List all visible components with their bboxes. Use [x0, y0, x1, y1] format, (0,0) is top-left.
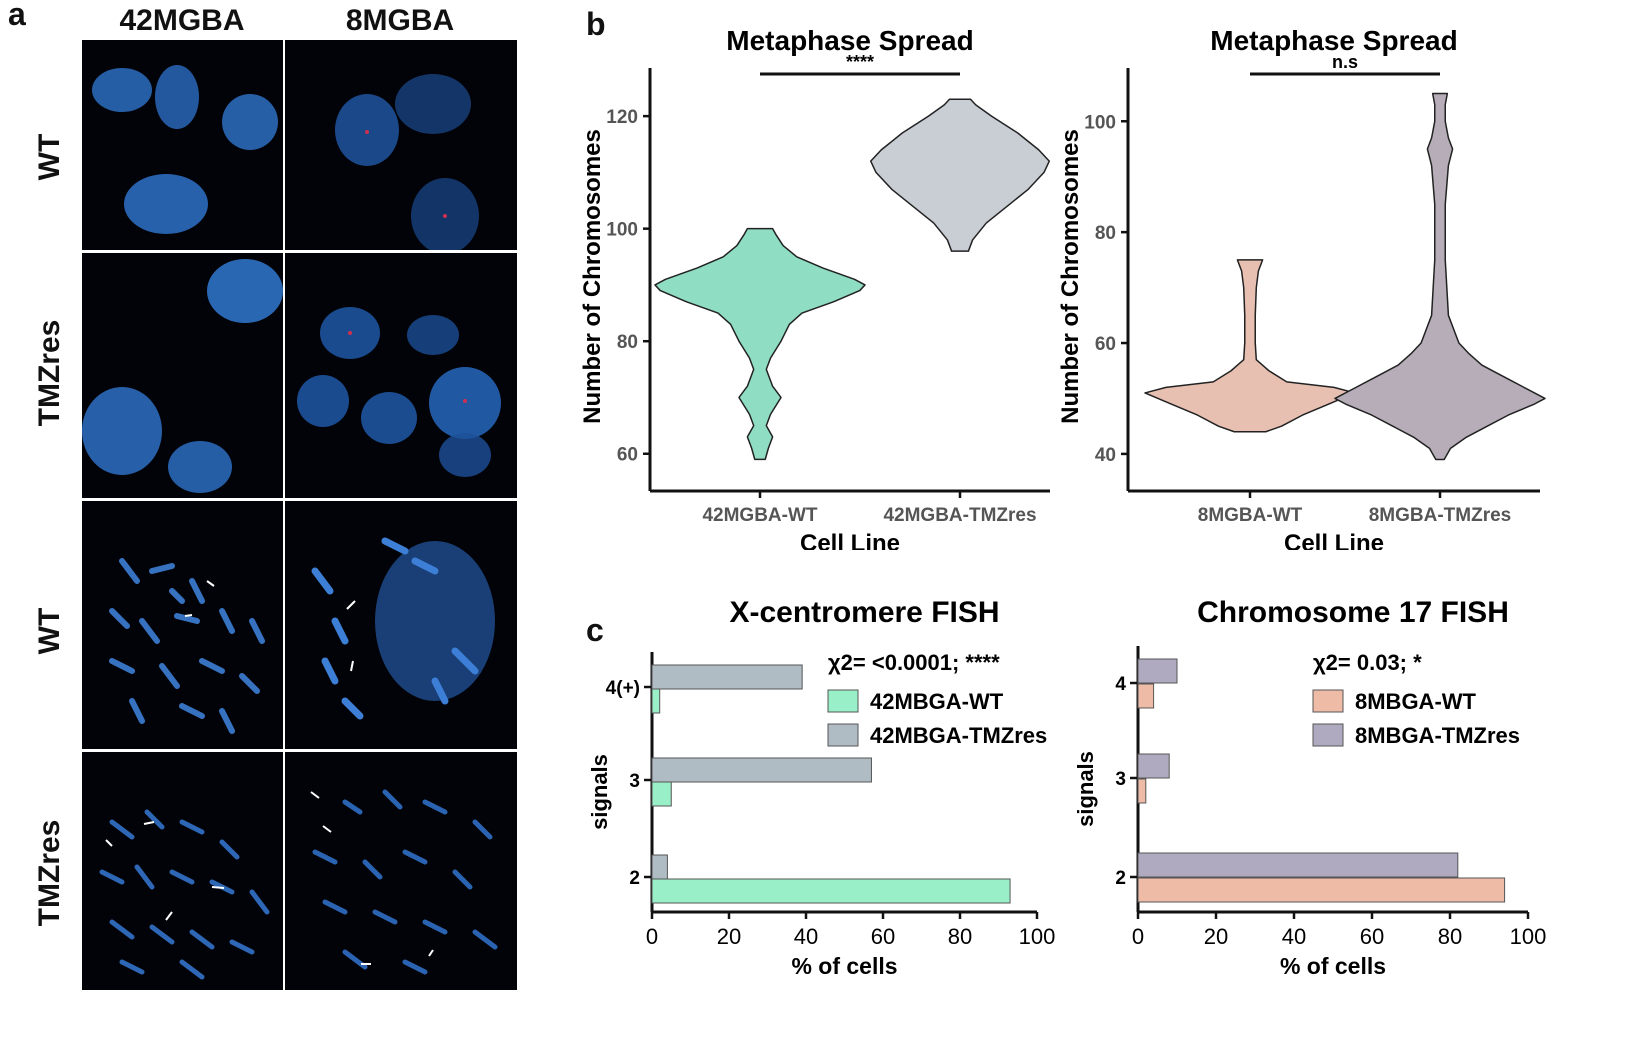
legend-label-42MBGA-TMZres: 42MBGA-TMZres — [870, 723, 1047, 748]
stat-annotation: χ2= 0.03; * — [1313, 650, 1422, 675]
row-header-wt-metaphase: WT — [33, 607, 66, 655]
x-tick-label: 42MGBA-WT — [702, 505, 817, 526]
violin-42MGBA-TMZres — [870, 98, 1050, 252]
y-tick-label: 120 — [606, 107, 638, 128]
legend-swatch-42MBGA-TMZres — [827, 723, 859, 747]
x-tick-label: 100 — [1510, 924, 1547, 949]
y-axis-label: Number of Chromosomes — [1057, 129, 1084, 424]
x-tick-label: 20 — [1204, 924, 1228, 949]
y-tick-label: 100 — [606, 220, 638, 241]
bar-8MBGA-TMZres-4 — [1137, 658, 1178, 684]
col-header-42mgba: 42MGBA — [119, 4, 245, 37]
violin-chart-8mgba: Metaphase Spread 40 60 80 100 8MGBA-WT 8MGBA-T… — [1057, 25, 1546, 550]
y-tick-label: 60 — [1095, 334, 1116, 355]
y-tick-label: 3 — [629, 771, 640, 792]
stat-annotation: χ2= <0.0001; **** — [828, 650, 1000, 675]
micrograph-8mgba-wt-metaphase — [285, 501, 517, 749]
legend-swatch-42MBGA-WT — [827, 689, 859, 713]
y-tick-label: 2 — [1115, 868, 1126, 889]
x-tick-label: 8MGBA-TMZres — [1369, 505, 1512, 526]
x-tick-label: 100 — [1019, 924, 1056, 949]
x-tick-label: 60 — [1360, 924, 1384, 949]
row-header-tmzres-nuclei: TMZres — [33, 319, 66, 427]
panel-b-letter: b — [586, 6, 606, 42]
legend-swatch-8MBGA-WT — [1312, 689, 1344, 713]
y-tick-label: 2 — [629, 868, 640, 889]
x-tick-label: 42MGBA-TMZres — [883, 505, 1036, 526]
y-axis-label: signals — [587, 754, 612, 830]
bar-42MBGA-TMZres-2 — [651, 854, 668, 880]
legend-swatch-8MBGA-TMZres — [1312, 723, 1344, 747]
bar-42MBGA-TMZres-3 — [651, 757, 872, 783]
legend-label-8MBGA-WT: 8MBGA-WT — [1355, 689, 1477, 714]
micrograph-8mgba-tmzres-nuclei — [285, 253, 517, 498]
x-tick-label: 0 — [1132, 924, 1144, 949]
x-axis-label: % of cells — [791, 953, 897, 979]
bar-42MBGA-WT-3 — [651, 781, 672, 807]
significance-label: n.s — [1332, 52, 1358, 72]
micrograph-42mgba-wt-nuclei — [82, 40, 283, 250]
x-axis-label: Cell Line — [800, 530, 900, 550]
row-header-wt-nuclei: WT — [33, 133, 66, 181]
x-tick-label: 40 — [794, 924, 818, 949]
col-header-8mgba: 8MGBA — [345, 4, 455, 37]
y-tick-label: 100 — [1084, 112, 1116, 133]
y-axis-label: signals — [1073, 751, 1098, 827]
y-tick-label: 80 — [1095, 223, 1116, 244]
x-tick-label: 0 — [646, 924, 658, 949]
bar-chart-chromosome-17: Chromosome 17 FISH 0 20 40 60 80 100 % of cells… — [1073, 596, 1547, 979]
bar-42MBGA-TMZres-4(+) — [651, 664, 803, 690]
x-axis-label: Cell Line — [1284, 530, 1384, 550]
legend-label-42MBGA-WT: 42MBGA-WT — [870, 689, 1004, 714]
bar-42MBGA-WT-4(+) — [651, 688, 661, 714]
micrograph-42mgba-tmzres-nuclei — [82, 253, 283, 498]
bar-8MBGA-TMZres-2 — [1137, 852, 1459, 878]
x-tick-label: 20 — [717, 924, 741, 949]
x-tick-label: 80 — [1438, 924, 1462, 949]
bar-8MBGA-WT-3 — [1137, 778, 1147, 804]
violin-chart-42mgba: Metaphase Spread 60 80 100 120 42MGBA-WT 42MGB… — [579, 25, 1050, 550]
y-tick-label: 4(+) — [606, 678, 640, 699]
y-tick-label: 3 — [1115, 769, 1126, 790]
y-tick-label: 60 — [617, 445, 638, 466]
bar-chart-x-centromere: X-centromere FISH 0 20 40 60 80 100 % of cells s… — [587, 596, 1056, 979]
x-tick-label: 80 — [948, 924, 972, 949]
y-tick-label: 4 — [1115, 674, 1126, 695]
x-tick-label: 60 — [871, 924, 895, 949]
micrograph-8mgba-wt-nuclei — [285, 40, 517, 250]
panel-c-letter: c — [586, 612, 604, 648]
chart-title: Metaphase Spread — [1210, 25, 1457, 56]
x-axis-label: % of cells — [1280, 953, 1386, 979]
violin-42MGBA-WT — [654, 227, 866, 461]
bar-8MBGA-TMZres-3 — [1137, 753, 1170, 779]
y-tick-label: 80 — [617, 332, 638, 353]
y-axis-label: Number of Chromosomes — [579, 129, 606, 424]
chart-title: Chromosome 17 FISH — [1197, 596, 1509, 629]
micrograph-8mgba-tmzres-metaphase — [285, 752, 517, 990]
bar-8MBGA-WT-2 — [1137, 877, 1506, 903]
legend-label-8MBGA-TMZres: 8MBGA-TMZres — [1355, 723, 1520, 748]
chart-title: X-centromere FISH — [729, 596, 999, 629]
significance-label: **** — [846, 52, 874, 72]
bar-8MBGA-WT-4 — [1137, 683, 1155, 709]
micrograph-42mgba-wt-metaphase — [82, 501, 283, 749]
x-tick-label: 40 — [1282, 924, 1306, 949]
panel-a-letter: a — [8, 0, 26, 32]
x-tick-label: 8MGBA-WT — [1198, 505, 1303, 526]
violin-8MGBA-WT — [1144, 259, 1356, 433]
micrograph-42mgba-tmzres-metaphase — [82, 752, 283, 990]
y-tick-label: 40 — [1095, 445, 1116, 466]
row-header-tmzres-metaphase: TMZres — [33, 819, 66, 927]
chart-title: Metaphase Spread — [726, 25, 973, 56]
bar-42MBGA-WT-2 — [651, 878, 1011, 904]
violin-8MGBA-TMZres — [1334, 92, 1546, 461]
